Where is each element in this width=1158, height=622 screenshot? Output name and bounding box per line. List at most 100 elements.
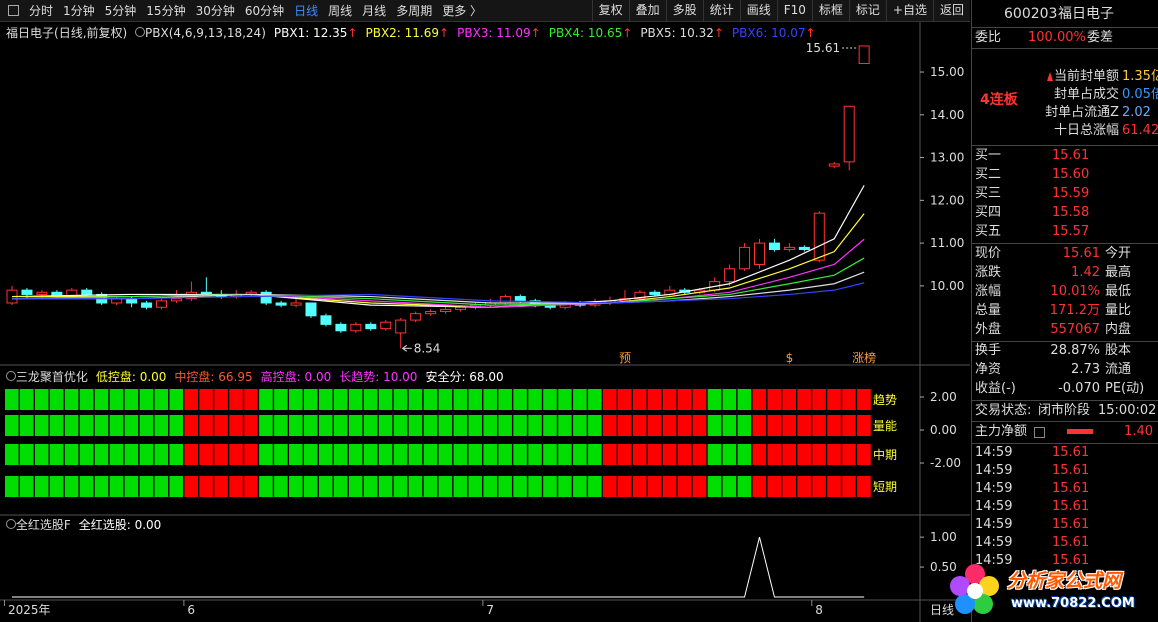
signal-block [229, 389, 243, 410]
signal-block [797, 444, 811, 465]
period-tab[interactable]: 分时 [29, 4, 54, 18]
candle-body [440, 308, 452, 313]
signal-marker: 涨榜 [852, 350, 876, 365]
signal-block [289, 444, 303, 465]
main-force-icon[interactable] [1034, 427, 1045, 438]
y-tick-label: 11.00 [930, 236, 964, 250]
signal-block [423, 476, 438, 497]
divider [972, 48, 1158, 49]
signal-block [289, 389, 303, 410]
legend-label: PBX2: 11.69 [365, 25, 440, 40]
signal-block [259, 415, 273, 436]
bid-label: 买二 [975, 167, 1002, 182]
tool-button[interactable]: 多股 [665, 0, 703, 21]
indicator-label: PBX(4,6,9,13,18,24) [145, 25, 266, 40]
period-tabs: 分时 1分钟 5分钟 15分钟 30分钟 60分钟 日线 周线 月线 多周期 更多 〉 [8, 0, 492, 21]
status-label: 交易状态: [975, 403, 1032, 418]
indicator-value: 安全分: 68.00 [425, 370, 504, 384]
signal-block [722, 415, 737, 436]
indicator-value: 中控盘: 66.95 [174, 370, 253, 384]
period-tab[interactable]: 周线 [328, 4, 353, 18]
candle-body [111, 298, 123, 304]
signal-block [333, 444, 348, 465]
tool-button[interactable]: 标框 [811, 0, 849, 21]
candle-body [320, 315, 332, 325]
signal-block [49, 444, 64, 465]
tool-button[interactable]: 复权 [591, 0, 629, 21]
tool-button[interactable]: 标记 [848, 0, 886, 21]
bid-label: 买一 [975, 148, 1002, 163]
title: 福日电子 [6, 26, 55, 40]
tick-time: 14:59 [975, 553, 1013, 568]
period-tab[interactable]: 更多 〉 [442, 4, 483, 18]
signal-block [722, 476, 737, 497]
stat-value: -0.070 [1058, 381, 1100, 396]
signal-block [468, 415, 483, 436]
tick-price: 15.61 [1052, 535, 1090, 550]
signal-block [483, 444, 497, 465]
tool-button[interactable]: F10 [776, 0, 812, 21]
divider [972, 145, 1158, 146]
legend-entry: PBX5: 10.32↑ [640, 26, 724, 40]
signal-block [558, 389, 572, 410]
signal-block [318, 444, 333, 465]
candle-body [350, 323, 362, 332]
signal-block [662, 415, 677, 436]
signal-icon[interactable] [6, 519, 16, 529]
row-label: 趋势 [873, 393, 897, 407]
signal-block [423, 444, 438, 465]
signal-block [408, 476, 423, 497]
tool-button[interactable]: 画线 [739, 0, 777, 21]
signal-block [453, 389, 468, 410]
stat-value: 171.2万 [1049, 303, 1100, 318]
signal-block [19, 389, 34, 410]
tool-button[interactable]: +自选 [885, 0, 933, 21]
stat-value: 1.42 [1071, 265, 1100, 280]
stat-label: 涨幅 [975, 284, 1002, 299]
period-tab[interactable]: 1分钟 [63, 4, 95, 18]
signal-block [318, 389, 333, 410]
period-tab[interactable]: 15分钟 [146, 4, 186, 18]
indicator-icon[interactable] [135, 26, 146, 37]
indicator-value: 全红选股: 0.00 [78, 518, 162, 532]
signal-block [617, 444, 632, 465]
signal-block [677, 389, 692, 410]
signal-block [289, 476, 303, 497]
signal-block [169, 415, 184, 436]
signal-block [558, 415, 572, 436]
period-tab[interactable]: 多周期 [396, 4, 433, 18]
signal-marker: $ [786, 351, 794, 365]
signal-block [274, 415, 288, 436]
candle-body [499, 296, 511, 304]
candle-body [843, 105, 855, 163]
period-tab[interactable]: 60分钟 [244, 4, 285, 18]
signal-block [423, 389, 438, 410]
signal-block [304, 476, 318, 497]
seal-value: 61.42 [1122, 123, 1158, 138]
candle-body [126, 298, 138, 304]
signal-block [49, 476, 64, 497]
signal-block [34, 389, 49, 410]
stat-value: 2.73 [1071, 362, 1100, 377]
signal-block [244, 415, 258, 436]
signal-block [214, 389, 228, 410]
tool-button[interactable]: 叠加 [628, 0, 666, 21]
signal-block [274, 389, 288, 410]
indicator-icon[interactable] [6, 371, 16, 381]
period-tab[interactable]: 月线 [362, 4, 387, 18]
period-tab[interactable]: 5分钟 [104, 4, 137, 18]
signal-block [393, 444, 408, 465]
period-tab[interactable]: 30分钟 [195, 4, 235, 18]
signal-block [647, 476, 662, 497]
stat-label: 总量 [975, 303, 1002, 318]
period-tab[interactable]: 日线 [294, 4, 319, 18]
signal-block [393, 476, 408, 497]
signal-block [79, 389, 94, 410]
menu-icon[interactable] [8, 5, 19, 16]
signal-block [677, 444, 692, 465]
tool-button[interactable]: 返回 [932, 0, 970, 21]
tool-button[interactable]: 统计 [702, 0, 740, 21]
signal-block [109, 476, 124, 497]
candle-body [81, 289, 93, 295]
